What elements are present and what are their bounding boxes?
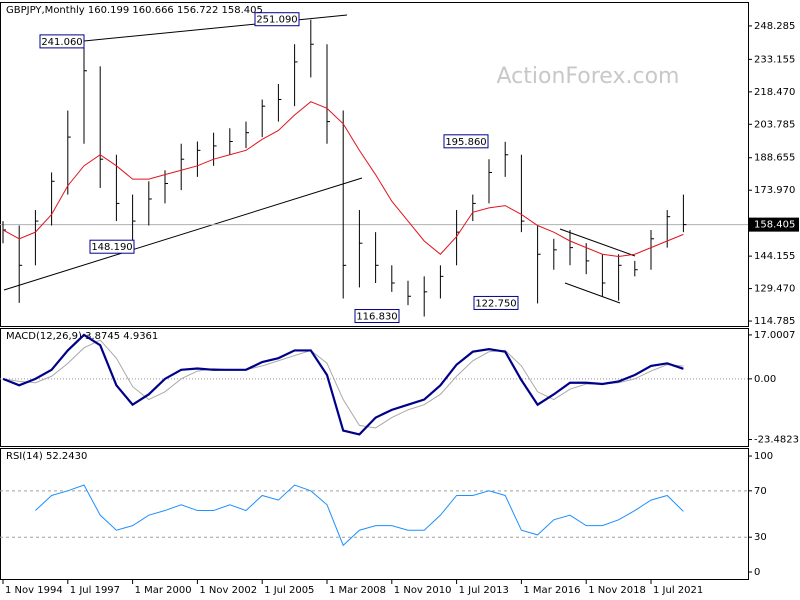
y-tick-label: 218.470: [754, 87, 795, 98]
trendline: [83, 14, 348, 42]
rsi-line: [35, 484, 684, 547]
x-tick-label: 1 Nov 2018: [588, 585, 646, 596]
y-tick-label: -23.4823: [754, 435, 799, 446]
macd-line: [2, 333, 684, 436]
y-tick-label: 17.0007: [754, 330, 795, 341]
y-tick-label: 129.470: [754, 284, 795, 295]
x-tick-label: 1 Jul 2013: [459, 585, 509, 596]
y-tick-label: 233.155: [754, 54, 795, 65]
y-tick-label: 173.970: [754, 185, 795, 196]
y-tick-label: 0.00: [754, 374, 776, 385]
rsi-title: RSI(14) 52.2430: [6, 451, 87, 462]
x-tick-label: 1 Mar 2000: [135, 585, 192, 596]
annotation-box: [473, 295, 519, 310]
signal-line: [2, 339, 684, 429]
x-tick-label: 1 Mar 2008: [329, 585, 386, 596]
rsi-panel: [0, 448, 749, 580]
x-tick-label: 1 Jul 2021: [653, 585, 703, 596]
moving-average: [2, 101, 684, 257]
trendline: [3, 177, 363, 291]
y-tick-label: 248.285: [754, 21, 795, 32]
last-price-box: [749, 217, 799, 232]
y-tick-label: 30: [754, 532, 767, 543]
x-tick-label: 1 Nov 2002: [199, 585, 257, 596]
y-tick-label: 100: [754, 451, 773, 462]
last-price-label: 158.405: [754, 220, 795, 231]
price-title: GBPJPY,Monthly 160.199 160.666 156.722 1…: [6, 5, 263, 16]
annotation-box: [39, 34, 85, 49]
y-tick-label: 144.155: [754, 251, 795, 262]
watermark: ActionForex.com: [497, 64, 680, 89]
annotation-box: [254, 12, 300, 27]
trendline: [564, 282, 621, 304]
annotation-label: 122.750: [475, 298, 516, 309]
trendlines: [3, 14, 636, 304]
x-tick-label: 1 Jul 2005: [264, 585, 314, 596]
macd-panel: [0, 328, 749, 447]
y-tick-label: 114.785: [754, 316, 795, 327]
annotation-box: [89, 239, 135, 254]
y-tick-label: 203.785: [754, 119, 795, 130]
y-tick-label: 0: [754, 567, 760, 578]
x-tick-label: 1 Mar 2016: [523, 585, 580, 596]
annotation-label: 148.190: [91, 242, 132, 253]
y-tick-label: 70: [754, 486, 767, 497]
annotation-box: [354, 309, 400, 324]
annotation-label: 241.060: [41, 37, 82, 48]
x-tick-label: 1 Nov 1994: [5, 585, 63, 596]
y-tick-label: 188.655: [754, 153, 795, 164]
x-tick-label: 1 Jul 1997: [70, 585, 120, 596]
annotation-label: 195.860: [445, 137, 486, 148]
annotation-label: 116.830: [356, 312, 397, 323]
price-panel: [0, 2, 749, 327]
trendline: [559, 228, 636, 257]
annotation-label: 251.090: [256, 15, 297, 26]
annotation-box: [443, 134, 489, 149]
x-tick-label: 1 Nov 2010: [394, 585, 452, 596]
